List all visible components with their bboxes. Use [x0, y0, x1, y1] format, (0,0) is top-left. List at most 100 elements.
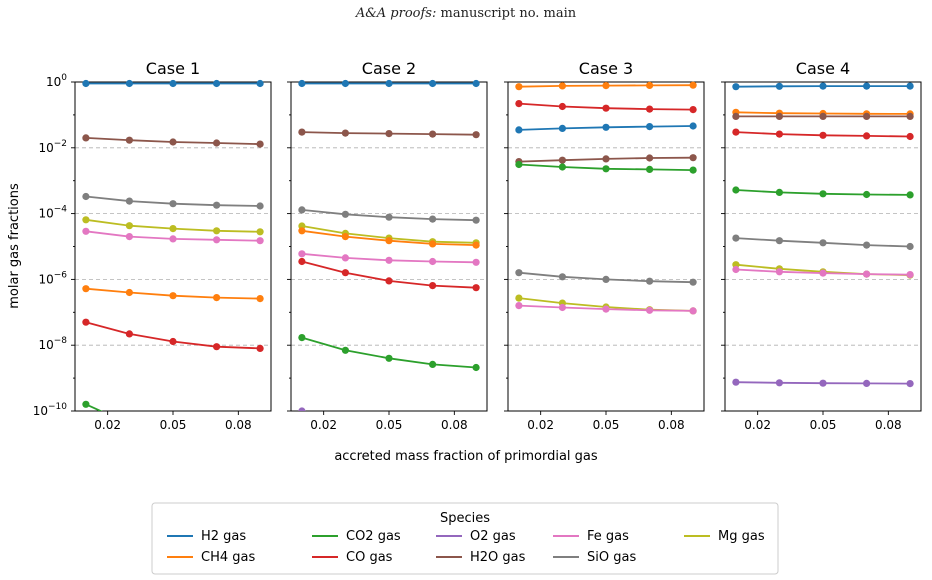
legend-label: CO2 gas	[346, 529, 401, 544]
data-point	[732, 112, 740, 120]
x-tick-label: 0.05	[593, 418, 620, 432]
data-point	[385, 79, 393, 88]
data-point	[732, 234, 740, 242]
data-point	[472, 216, 480, 224]
data-point	[775, 112, 784, 120]
data-point	[298, 128, 306, 136]
legend-label: Fe gas	[587, 529, 629, 544]
data-point	[819, 82, 827, 90]
legend-item: Mg gas	[684, 529, 765, 544]
legend-title: Species	[440, 511, 490, 526]
data-point	[472, 258, 480, 266]
data-point	[775, 268, 784, 276]
legend-item: SiO gas	[553, 550, 636, 565]
data-point	[775, 130, 784, 138]
data-point	[213, 201, 221, 209]
data-point	[169, 292, 177, 300]
data-point	[169, 337, 177, 346]
data-point	[515, 302, 523, 310]
series-line	[301, 336, 477, 369]
data-point	[732, 128, 740, 136]
x-tick-label: 0.02	[744, 418, 771, 432]
data-point	[169, 138, 177, 146]
x-tick-label: 0.08	[875, 418, 902, 432]
data-point	[256, 295, 264, 303]
data-point	[906, 191, 914, 199]
panel-title: Case 1	[146, 59, 200, 78]
data-point	[82, 227, 90, 235]
data-point	[689, 307, 697, 315]
data-point	[385, 354, 393, 362]
data-point	[819, 112, 827, 120]
data-point	[819, 269, 827, 277]
data-point	[82, 318, 90, 326]
data-point	[863, 379, 871, 387]
data-point	[256, 237, 264, 245]
data-point	[515, 100, 523, 108]
panels: Case 1 100 10−2 10−4 10−6 10−8 10−10 0.02 0.05 0.…	[33, 59, 922, 432]
x-tick-label: 0.02	[527, 418, 554, 432]
data-point	[213, 343, 221, 351]
data-point	[125, 288, 133, 297]
panel-title: Case 3	[579, 59, 633, 78]
legend-frame	[151, 502, 779, 575]
series-group	[515, 81, 697, 315]
legend-item: H2O gas	[436, 550, 526, 565]
y-tick-label: 10−4	[38, 205, 67, 221]
data-point	[689, 81, 697, 89]
data-point	[602, 123, 610, 131]
data-point	[558, 102, 567, 111]
data-point	[341, 210, 349, 218]
x-tick-label: 0.08	[225, 418, 252, 432]
data-point	[863, 132, 871, 140]
page-header: A&A proofs: manuscript no. main	[0, 6, 932, 21]
data-point	[341, 346, 349, 354]
data-point	[82, 285, 90, 293]
legend-label: H2 gas	[201, 529, 246, 544]
data-point	[429, 215, 437, 223]
data-point	[341, 129, 349, 137]
data-point	[602, 275, 610, 283]
legend-label: SiO gas	[587, 550, 636, 565]
series-group	[298, 79, 480, 411]
data-point	[341, 233, 349, 241]
panel-3: Case 3 0.02 0.05 0.08	[504, 59, 705, 432]
data-point	[82, 400, 90, 408]
data-point	[298, 257, 306, 266]
data-point	[515, 126, 523, 134]
data-point	[646, 306, 654, 314]
y-axis-label: molar gas fractions	[7, 183, 22, 309]
data-point	[125, 79, 133, 88]
data-point	[472, 284, 480, 292]
data-point	[819, 379, 827, 387]
data-point	[775, 379, 784, 387]
data-point	[775, 237, 784, 245]
data-point	[256, 228, 264, 236]
data-point	[256, 79, 264, 88]
legend-item: CH4 gas	[167, 550, 255, 565]
data-point	[689, 122, 697, 130]
data-point	[341, 254, 349, 262]
x-tick-label: 0.08	[658, 418, 685, 432]
data-point	[298, 407, 306, 411]
legend-item: CO gas	[312, 550, 393, 565]
data-point	[429, 282, 437, 290]
y-tick-label: 10−8	[38, 336, 67, 352]
data-point	[819, 131, 827, 139]
data-point	[689, 278, 697, 286]
data-point	[515, 83, 523, 91]
y-tick-label: 100	[46, 73, 67, 89]
data-point	[515, 269, 523, 277]
legend-item: O2 gas	[436, 529, 516, 544]
data-point	[906, 132, 914, 141]
data-point	[125, 197, 133, 205]
data-point	[515, 294, 523, 302]
data-point	[732, 378, 740, 386]
data-point	[82, 79, 90, 88]
data-point	[906, 271, 914, 279]
data-point	[863, 112, 871, 120]
series-group	[732, 82, 914, 388]
data-point	[775, 82, 784, 90]
data-point	[298, 250, 306, 258]
legend-label: O2 gas	[470, 529, 516, 544]
